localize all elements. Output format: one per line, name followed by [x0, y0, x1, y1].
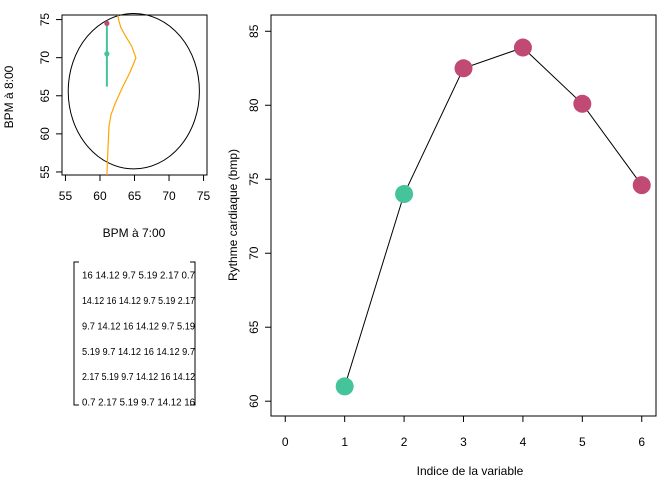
matrix-right-bracket: [190, 261, 196, 406]
matrix-left-bracket: [73, 261, 79, 406]
series-line: [344, 47, 643, 387]
line-x-tick-label: 3: [460, 435, 467, 449]
line-x-tick-label: 6: [638, 435, 645, 449]
matrix-row: 9.7 14.12 16 14.12 9.7 5.19: [82, 321, 195, 332]
scatter-x-axis-title: BPM à 7:00: [103, 226, 166, 240]
line-panel: 0 1 2 3 4 5 6 60 65 70 75 80 85 Indice de la variabl…: [226, 14, 657, 478]
scatter-y-axis-title: BPM à 8:00: [2, 65, 16, 128]
line-y-tick-label: 70: [247, 246, 261, 260]
scatter-y-tick-label: 70: [38, 51, 52, 65]
data-point: [632, 176, 651, 195]
scatter-content: [67, 12, 200, 176]
scatter-x-tick-label: 70: [162, 189, 176, 203]
scatter-axis-ticks: 55 60 65 70 75 55 60 65 70 75: [38, 13, 210, 203]
scatter-point: [104, 51, 110, 57]
line-y-tick-label: 80: [247, 98, 261, 112]
scatter-panel: 55 60 65 70 75 55 60 65 70 75 BPM à 7:00 BPM à 8:…: [2, 13, 211, 240]
line-y-tick-label: 65: [247, 320, 261, 334]
line-content: [335, 38, 651, 396]
data-point: [335, 377, 354, 396]
line-x-tick-label: 0: [282, 435, 289, 449]
line-x-axis-title: Indice de la variable: [417, 464, 524, 478]
data-point: [573, 94, 592, 113]
scatter-y-tick-label: 75: [38, 13, 52, 27]
scatter-plot-frame: [61, 14, 208, 176]
scatter-y-tick-label: 60: [38, 127, 52, 141]
matrix-row: 14.12 16 14.12 9.7 5.19 2.17: [82, 296, 195, 307]
matrix-row: 16 14.12 9.7 5.19 2.17 0.7: [82, 271, 195, 282]
matrix-cells: 16 14.12 9.7 5.19 2.17 0.7 14.12 16 14.12…: [82, 271, 195, 409]
line-x-tick-label: 2: [401, 435, 408, 449]
data-point: [513, 38, 532, 57]
matrix-row: 5.19 9.7 14.12 16 14.12 9.7: [82, 347, 195, 358]
line-axis-ticks: 0 1 2 3 4 5 6 60 65 70 75 80 85: [247, 24, 645, 449]
line-x-tick-label: 5: [579, 435, 586, 449]
line-x-tick-label: 1: [341, 435, 348, 449]
scatter-point: [104, 20, 110, 26]
line-y-tick-label: 85: [247, 24, 261, 38]
confidence-ellipse: [67, 12, 200, 170]
scatter-x-tick-label: 55: [59, 189, 73, 203]
data-point: [454, 59, 473, 78]
scatter-x-tick-label: 65: [128, 189, 142, 203]
matrix-row: 0.7 2.17 5.19 9.7 14.12 16: [82, 398, 195, 409]
data-point: [395, 185, 414, 204]
scatter-y-tick-label: 65: [38, 89, 52, 103]
scatter-y-tick-label: 55: [38, 165, 52, 179]
line-y-tick-label: 60: [247, 394, 261, 408]
line-x-tick-label: 4: [520, 435, 527, 449]
line-y-axis-title: Rythme cardiaque (bmp): [226, 149, 240, 281]
line-y-tick-label: 75: [247, 172, 261, 186]
matrix-row: 2.17 5.19 9.7 14.12 16 14.12: [82, 372, 195, 383]
matrix-panel: 16 14.12 9.7 5.19 2.17 0.7 14.12 16 14.12…: [73, 261, 196, 409]
scatter-x-tick-label: 60: [93, 189, 107, 203]
density-curve: [106, 14, 137, 176]
scatter-x-tick-label: 75: [197, 189, 211, 203]
